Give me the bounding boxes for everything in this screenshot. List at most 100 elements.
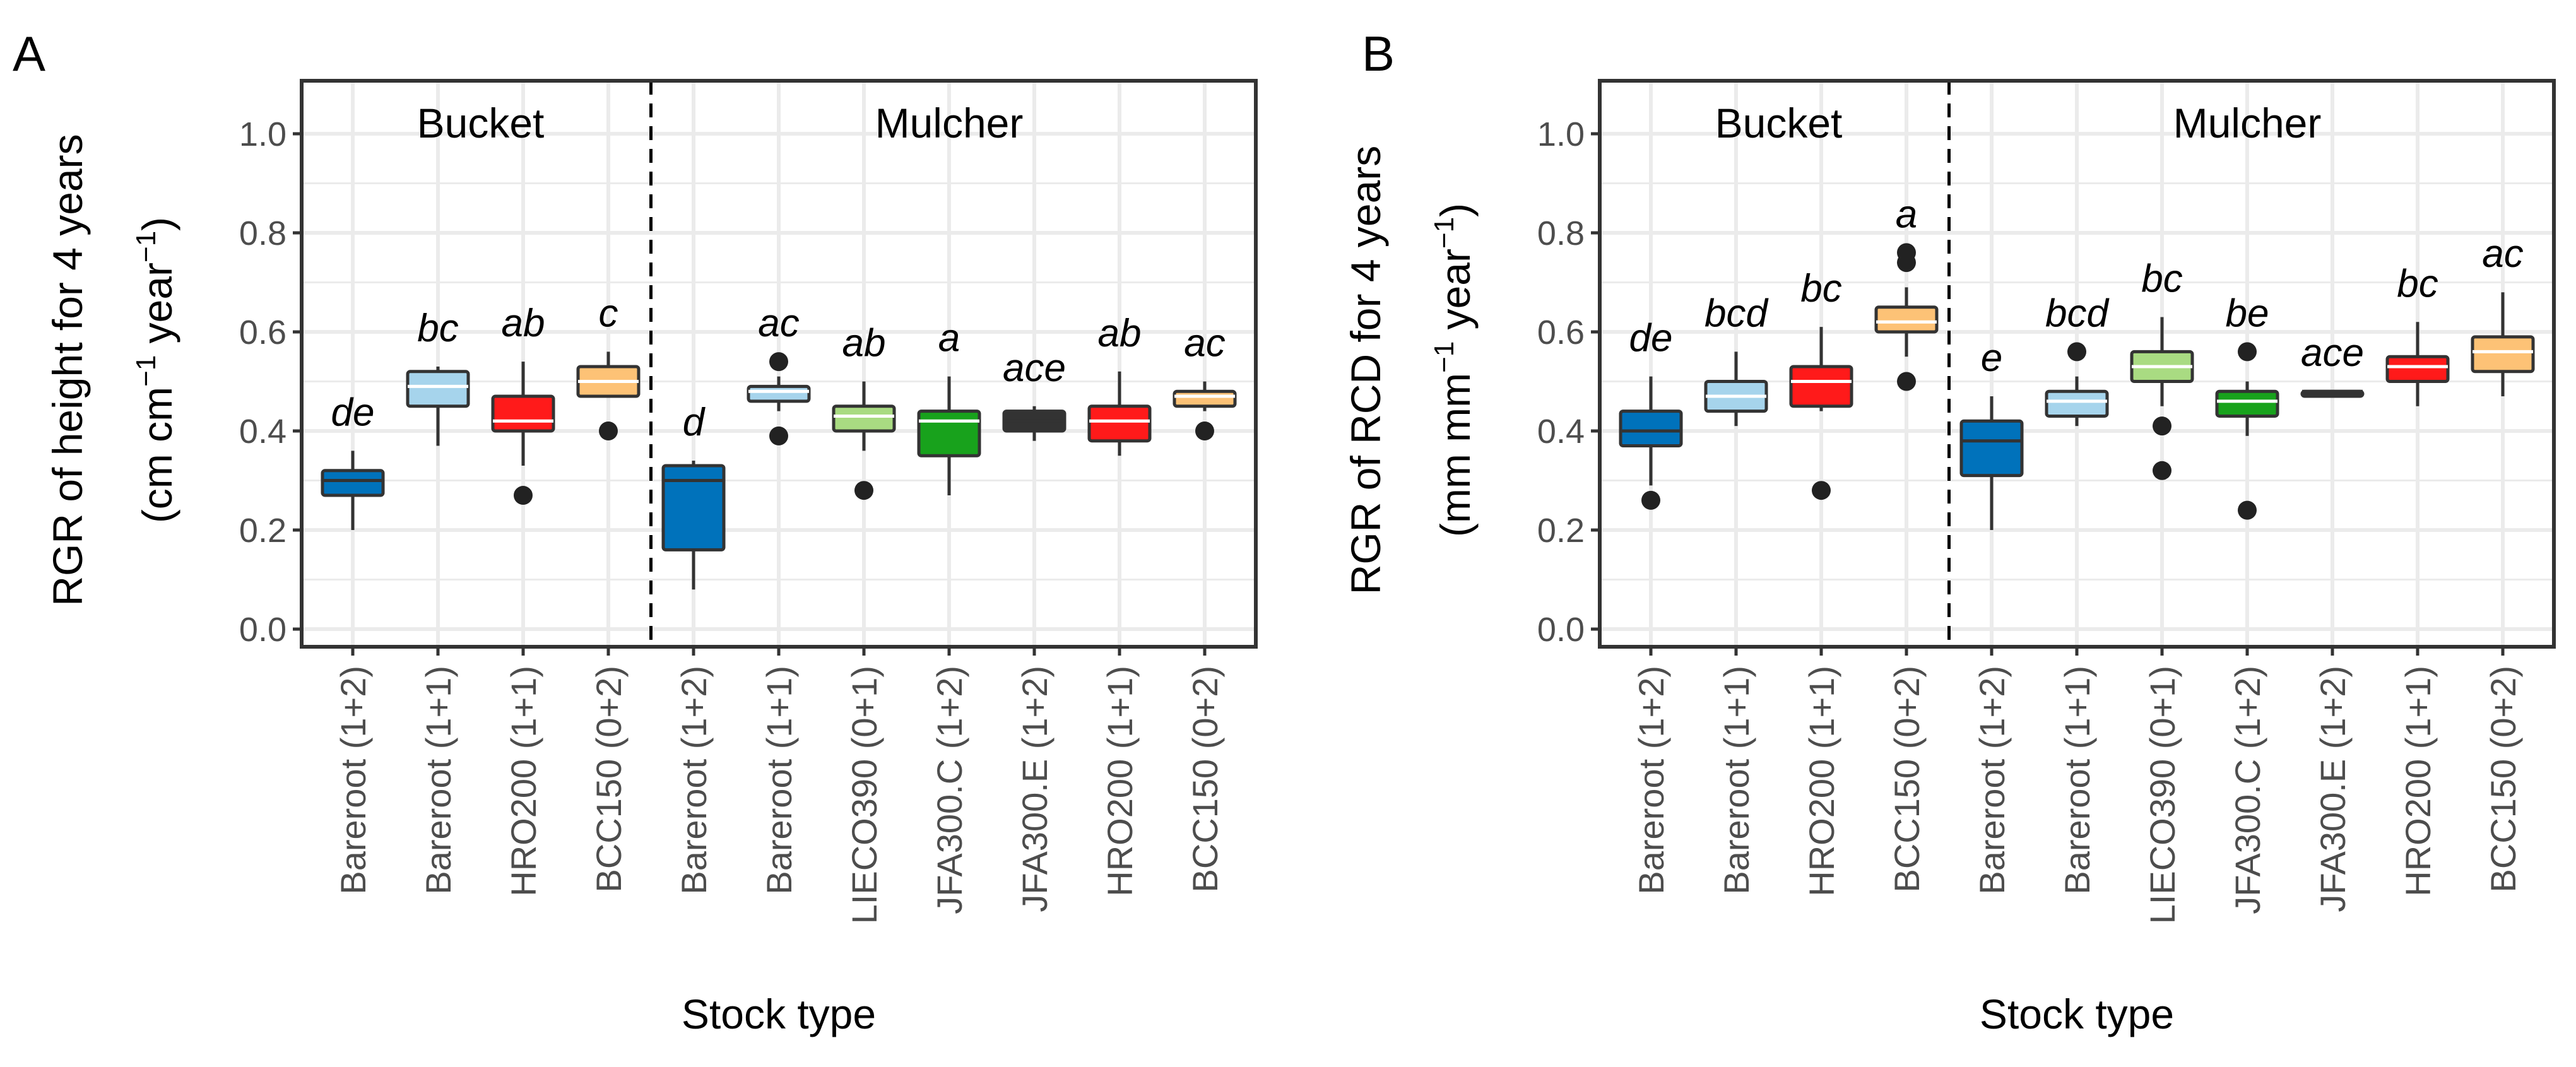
significance-letter: ac [2482,232,2523,276]
box-10: ac [1173,322,1237,440]
box-4: e [1959,336,2024,530]
x-tick-label: Bareroot (1+2) [674,666,714,895]
significance-letter: d [683,401,706,444]
x-tick-label: BCC150 (0+2) [589,666,629,893]
box-body [321,469,385,497]
x-tick-label: LIECO390 (0+1) [844,666,884,924]
group-label-mulcher: Mulcher [875,100,1024,146]
box-7: a [917,317,981,496]
x-tick-label: Bareroot (1+1) [1716,666,1756,895]
significance-letter: a [1896,192,1917,236]
box-body [2385,355,2450,383]
outlier-point [1195,421,1214,440]
significance-letter: a [938,317,960,360]
significance-letter: c [599,292,618,335]
x-tick-label: JFA300.E (1+2) [2313,666,2353,912]
group-label-bucket: Bucket [1715,100,1843,146]
x-tick-label: JFA300.C (1+2) [930,666,969,914]
outlier-point [1897,372,1916,391]
significance-letter: e [1981,336,2002,380]
box-body [2471,335,2535,374]
y-tick-label: 0.8 [239,215,287,252]
outlier-point [2238,342,2257,362]
significance-letter: de [1629,317,1673,360]
x-tick-label: JFA300.C (1+2) [2228,666,2267,914]
y-tick-label: 0.2 [239,512,287,550]
box-body [2045,389,2109,418]
unit-text: (cm cm [134,387,180,523]
box-9: bc [2385,262,2450,406]
box-body [406,370,470,408]
significance-letter: ace [2301,331,2364,375]
box-body [661,464,726,551]
box-0: de [321,391,385,530]
unit-exponent: −1 [131,355,162,387]
box-3: c [576,292,641,440]
significance-letter: bcd [2045,292,2110,335]
panel-b: B0.00.20.40.60.81.0 Bucket Mulcherdebcdbca… [1342,26,2556,1037]
y-axis-units: (mm mm−1 year−1) [1429,203,1479,537]
outlier-point [2067,342,2086,362]
y-tick-label: 1.0 [239,115,287,153]
panel-label: A [13,26,45,81]
box-body [1959,419,2024,478]
y-tick-label: 0.4 [239,413,287,451]
box-body [2215,389,2279,418]
box-body [917,410,981,457]
box-7: be [2215,292,2279,520]
box-body [1874,305,1939,334]
box-2: ab [491,302,555,505]
box-body [747,384,811,403]
significance-letter: be [2226,292,2269,335]
box-8: ace [2300,331,2365,398]
box-body [1619,410,1683,448]
significance-letter: ac [758,302,799,345]
y-axis-title: RGR of height for 4 years [44,134,91,606]
x-tick-label: JFA300.E (1+2) [1015,666,1055,912]
outlier-point [769,426,788,445]
y-tick-label: 1.0 [1537,115,1585,153]
significance-letter: ab [842,322,886,365]
group-label-bucket: Bucket [417,100,545,146]
box-9: ab [1087,312,1152,456]
x-tick-label: BCC150 (0+2) [2483,666,2523,893]
significance-letter: ace [1003,346,1066,390]
box-4: d [661,401,726,590]
outlier-point [1897,243,1916,262]
y-tick-label: 0.8 [1537,215,1585,252]
x-tick-label: HRO200 (1+1) [1802,666,1841,897]
x-tick-label: HRO200 (1+1) [1100,666,1140,897]
y-axis-units: (cm cm−1 year−1) [131,217,180,523]
x-axis-title: Stock type [1980,991,2174,1037]
box-6: bc [2130,257,2194,480]
outlier-point [2238,500,2257,520]
unit-text: year [1432,249,1479,341]
box-3: a [1874,192,1939,391]
unit-exponent: −1 [131,231,162,262]
box-2: bc [1789,267,1853,500]
significance-letter: bcd [1705,292,1769,335]
outlier-point [599,421,618,440]
box-body [1173,389,1237,408]
y-tick-label: 0.0 [239,611,287,649]
box-0: de [1619,317,1683,510]
box-5: ac [747,302,811,445]
x-tick-label: LIECO390 (0+1) [2142,666,2182,924]
box-body [491,394,555,433]
box-body [832,404,896,433]
unit-exponent: −1 [1429,217,1460,249]
x-tick-label: Bareroot (1+2) [1972,666,2012,895]
unit-text: (mm mm [1432,373,1479,537]
x-tick-label: Bareroot (1+1) [418,666,458,895]
unit-text: year [134,262,180,355]
x-tick-label: HRO200 (1+1) [2398,666,2438,897]
box-8: ace [1002,346,1066,441]
significance-letter: bc [417,307,458,350]
unit-exponent: −1 [1429,341,1460,373]
x-tick-label: Bareroot (1+1) [759,666,799,895]
x-tick-label: HRO200 (1+1) [504,666,543,897]
significance-letter: ab [1098,312,1142,355]
outlier-point [769,352,788,372]
